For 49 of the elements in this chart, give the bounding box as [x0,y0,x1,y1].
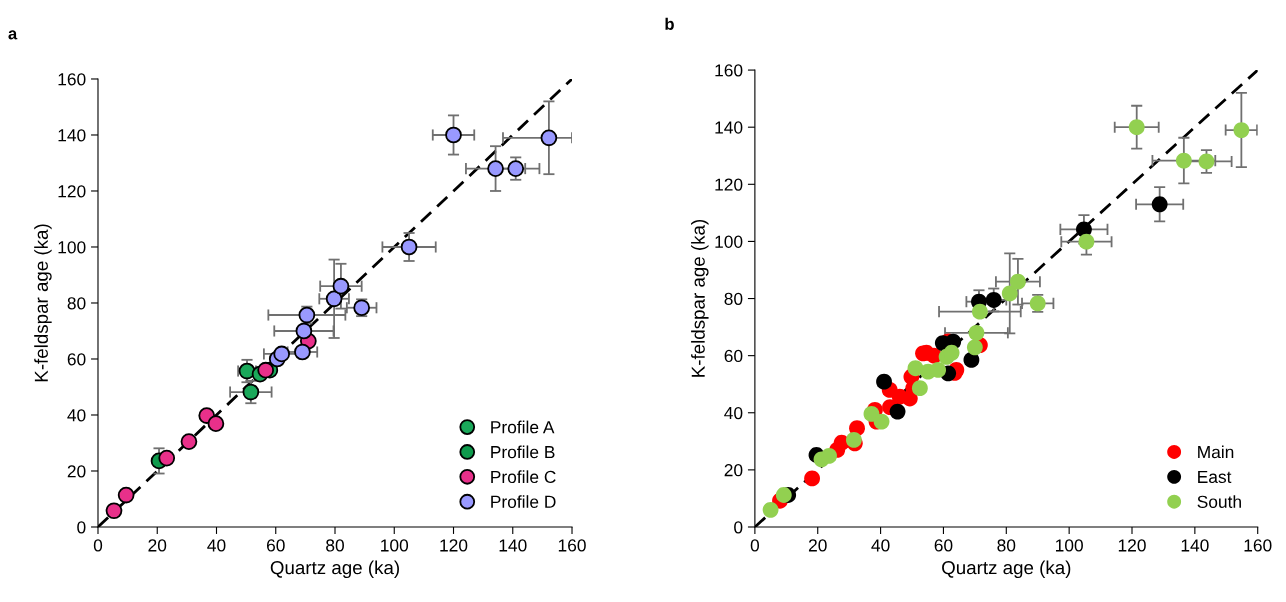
x-tick-label: 20 [808,539,827,552]
x-tick-label: 140 [499,539,527,552]
x-tick-label: 0 [93,539,103,552]
x-tick-label: 80 [326,539,344,552]
legend-label: South [1197,495,1241,508]
y-tick-label: 120 [58,185,86,198]
legend-label: Profile C [491,470,556,484]
y-tick-label: 0 [734,521,743,534]
y-tick-label: 20 [724,464,743,477]
y-tick-label: 20 [67,465,86,478]
y-tick-label: 160 [58,73,86,86]
chart-title: a [8,30,18,40]
y-tick-label: 0 [77,521,86,534]
x-tick-label: 60 [934,539,953,552]
y-tick-label: 40 [67,409,86,422]
x-tick-label: 60 [266,539,285,552]
x-tick-label: 120 [1118,539,1146,552]
y-tick-label: 140 [58,129,86,142]
y-tick-label: 100 [58,241,86,254]
x-tick-label: 20 [148,539,167,552]
x-axis-title: Quartz age (ka) [942,560,1071,579]
x-tick-label: 160 [558,539,586,552]
y-tick-label: 160 [715,64,743,77]
x-tick-label: 80 [997,539,1016,552]
y-tick-label: 60 [67,353,86,366]
y-tick-label: 100 [715,235,743,248]
y-tick-label: 80 [724,292,743,305]
x-tick-label: 40 [207,539,226,552]
y-tick-label: 120 [715,178,743,191]
x-axis-title: Quartz age (ka) [270,560,399,579]
x-tick-label: 100 [1055,539,1083,552]
chart-title: b [665,17,674,30]
y-tick-label: 140 [715,121,743,134]
x-tick-label: 160 [1244,539,1272,552]
x-tick-label: 40 [871,539,890,552]
y-axis-title: K-feldspar age (ka) [34,224,52,382]
legend-label: Profile D [491,495,556,508]
legend-label: Profile A [491,420,555,434]
x-tick-label: 120 [440,539,468,552]
y-axis-title: K-feldspar age (ka) [691,219,709,377]
x-tick-label: 140 [1181,539,1209,552]
x-tick-label: 100 [381,539,409,552]
y-tick-label: 60 [724,349,743,363]
legend-label: East [1198,470,1232,484]
y-tick-label: 40 [724,406,743,420]
legend-label: Profile B [491,445,555,459]
y-tick-label: 80 [67,297,86,310]
legend-label: Main [1198,445,1234,459]
x-tick-label: 0 [750,539,760,552]
